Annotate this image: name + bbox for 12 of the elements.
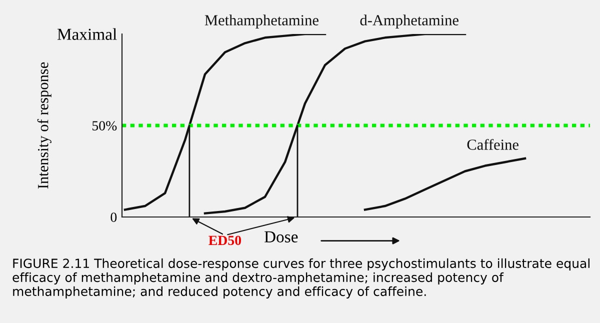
series-label: d-Amphetamine xyxy=(360,14,458,29)
caption: FIGURE 2.11 Theoretical dose-response curves for three psychostimulants to illustrate equal efficacy of methamphetamine and dextro-amphetamine; increased potency of methamphetamine; and reduced potency and efficacy of caffeine. xyxy=(12,258,590,298)
y-axis-title: Intensity of response xyxy=(37,62,52,189)
y-tick-label: 50% xyxy=(92,121,117,130)
y-tick-label: Maximal xyxy=(57,28,117,40)
text: ED50 xyxy=(208,236,242,246)
y-tick-label: 0 xyxy=(110,212,117,222)
series-label: Caffeine xyxy=(467,138,518,150)
line-series xyxy=(364,157,526,211)
series-label: Methamphetamine xyxy=(204,14,318,29)
x-axis-title: Dose xyxy=(264,231,298,242)
line-series xyxy=(204,34,466,214)
